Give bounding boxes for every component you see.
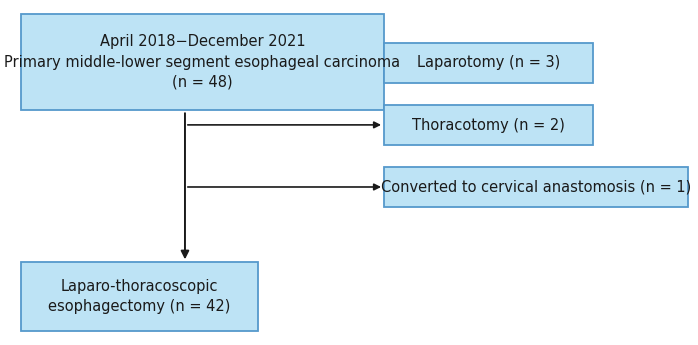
- FancyBboxPatch shape: [384, 105, 593, 145]
- Text: April 2018−December 2021
Primary middle-lower segment esophageal carcinoma
(n = : April 2018−December 2021 Primary middle-…: [4, 34, 401, 90]
- FancyBboxPatch shape: [384, 43, 593, 83]
- FancyBboxPatch shape: [384, 167, 688, 207]
- Text: Thoracotomy (n = 2): Thoracotomy (n = 2): [412, 118, 565, 132]
- Text: Laparotomy (n = 3): Laparotomy (n = 3): [417, 56, 560, 70]
- Text: Laparo-thoracoscopic
esophagectomy (n = 42): Laparo-thoracoscopic esophagectomy (n = …: [48, 279, 231, 314]
- FancyBboxPatch shape: [21, 14, 384, 110]
- Text: Converted to cervical anastomosis (n = 1): Converted to cervical anastomosis (n = 1…: [380, 180, 691, 195]
- FancyBboxPatch shape: [21, 262, 258, 331]
